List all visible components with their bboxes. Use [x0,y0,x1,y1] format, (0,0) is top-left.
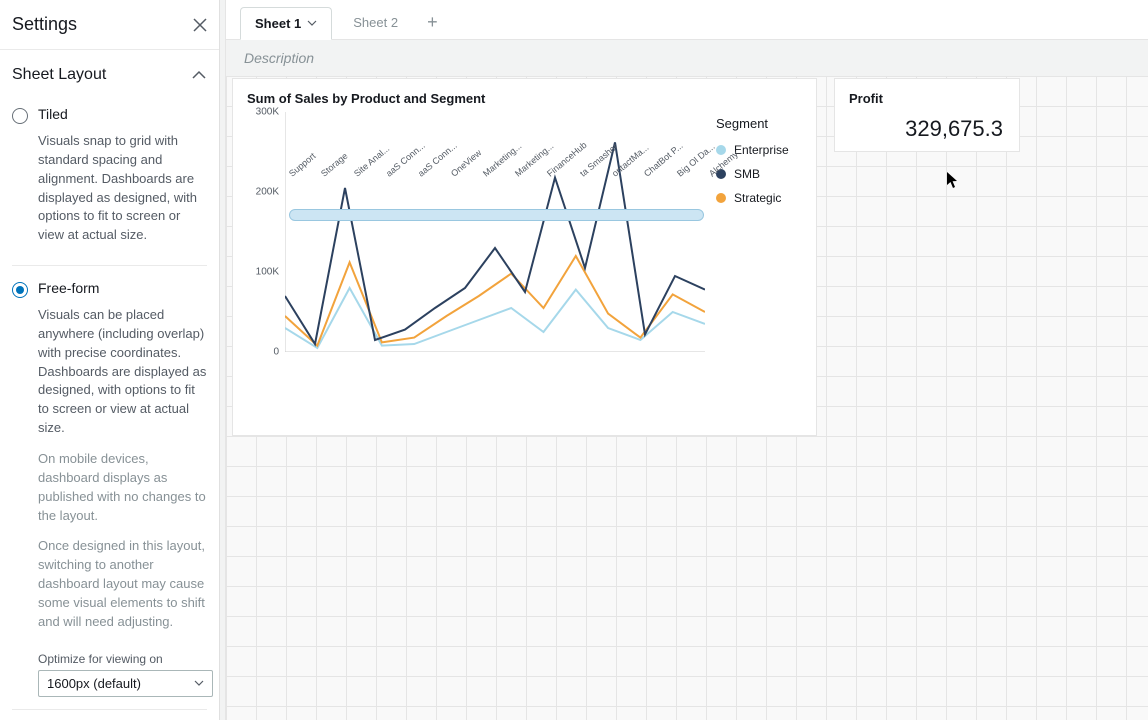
optimize-select[interactable]: 1600px (default) [38,670,213,697]
layout-options: Tiled Visuals snap to grid with standard… [0,96,219,720]
chart-body: 0100K200K300K SupportStorageSite Anal...… [233,112,816,223]
kpi-visual[interactable]: Profit 329,675.3 [834,78,1020,152]
divider [12,265,207,266]
legend-dot [716,193,726,203]
y-tick: 300K [256,107,279,118]
chart-scrollbar[interactable] [289,209,704,221]
divider [12,709,207,710]
option-tiled[interactable]: Tiled [12,96,207,132]
optimize-value: 1600px (default) [47,676,141,691]
canvas[interactable]: Sum of Sales by Product and Segment 0100… [226,76,1148,720]
description-bar[interactable]: Description [226,40,1148,76]
option-freeform-note2: Once designed in this layout, switching … [12,537,207,643]
section-title: Sheet Layout [12,66,106,84]
option-classic[interactable]: Classic [12,714,207,720]
chart-plot: 0100K200K300K SupportStorageSite Anal...… [245,112,708,215]
kpi-title: Profit [835,79,1019,112]
series-line [285,256,705,346]
add-sheet-button[interactable]: + [419,8,446,37]
y-tick: 100K [256,267,279,278]
tab-chevron-icon[interactable] [307,20,317,26]
chart-visual[interactable]: Sum of Sales by Product and Segment 0100… [232,78,817,436]
chart-title: Sum of Sales by Product and Segment [233,79,816,112]
sidebar-title: Settings [12,14,77,35]
y-tick: 0 [273,347,279,358]
legend-item[interactable]: SMB [716,167,804,181]
y-tick: 200K [256,187,279,198]
close-icon[interactable] [193,18,207,32]
y-axis: 0100K200K300K [245,112,283,165]
legend-label: Strategic [734,191,781,205]
x-axis: SupportStorageSite Anal...aaS Conn...aaS… [285,165,708,215]
legend-item[interactable]: Strategic [716,191,804,205]
chevron-up-icon [191,70,207,80]
chevron-down-icon [194,680,204,686]
sidebar-header: Settings [0,0,219,50]
section-header[interactable]: Sheet Layout [0,50,219,96]
settings-sidebar: Settings Sheet Layout Tiled Visuals snap… [0,0,220,720]
option-freeform-note1: On mobile devices, dashboard displays as… [12,450,207,537]
option-freeform-label: Free-form [38,280,99,296]
legend-dot [716,145,726,155]
legend-label: SMB [734,167,760,181]
option-tiled-desc: Visuals snap to grid with standard spaci… [12,132,207,257]
tab-sheet2-label: Sheet 2 [353,15,398,30]
option-freeform-desc: Visuals can be placed anywhere (includin… [12,306,207,450]
tab-sheet1-label: Sheet 1 [255,16,301,31]
sheet-tabs: Sheet 1 Sheet 2 + [226,0,1148,40]
legend-label: Enterprise [734,143,789,157]
cursor-icon [946,171,960,189]
option-tiled-label: Tiled [38,106,68,122]
main-area: Sheet 1 Sheet 2 + Description Sum of Sal… [226,0,1148,720]
optimize-label: Optimize for viewing on [12,644,207,670]
radio-freeform[interactable] [12,282,28,298]
legend-title: Segment [716,116,804,131]
kpi-value: 329,675.3 [835,112,1019,152]
tab-sheet2[interactable]: Sheet 2 [338,6,413,39]
option-freeform[interactable]: Free-form [12,270,207,306]
tab-sheet1[interactable]: Sheet 1 [240,7,332,40]
radio-tiled[interactable] [12,108,28,124]
